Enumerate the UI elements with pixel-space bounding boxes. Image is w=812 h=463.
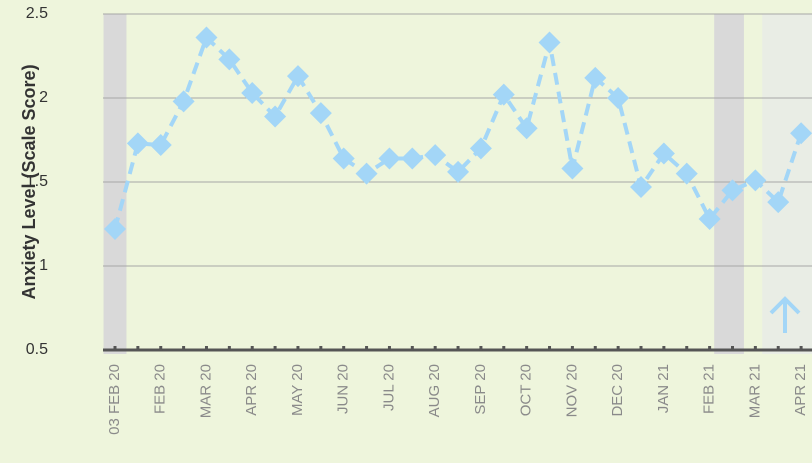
marker [698, 207, 721, 230]
x-tick-label: MAR 21 [746, 364, 763, 418]
x-tick-label: JUL 20 [380, 364, 397, 411]
marker [332, 147, 355, 170]
x-tick-label: MAR 20 [197, 364, 214, 418]
x-tick-label: SEP 20 [472, 364, 489, 415]
marker [241, 81, 264, 104]
marker [652, 142, 675, 165]
marker [492, 83, 515, 106]
x-tick-label: FEB 20 [152, 364, 169, 414]
marker [126, 132, 149, 155]
marker [675, 162, 698, 185]
marker [424, 144, 447, 167]
marker [469, 137, 492, 160]
x-tick-label: JAN 21 [655, 364, 672, 413]
x-tick-label: OCT 20 [518, 364, 535, 416]
marker [538, 31, 561, 54]
marker [790, 122, 812, 145]
arrow [769, 296, 801, 333]
x-tick-label: APR 21 [792, 364, 809, 416]
y-tick-label: 1 [39, 257, 48, 274]
y-tick-label: 0.5 [26, 341, 48, 358]
x-tick-label: JUN 20 [335, 364, 352, 414]
marker [309, 102, 332, 125]
x-tick-label: FEB 21 [701, 364, 718, 414]
marker [515, 117, 538, 140]
x-tick-label: NOV 20 [563, 364, 580, 417]
marker [286, 65, 309, 88]
x-tick-label: 03 FEB 20 [106, 364, 123, 435]
marker [561, 157, 584, 180]
x-tick-label: DEC 20 [609, 364, 626, 417]
marker [149, 134, 172, 157]
x-tick-label: AUG 20 [426, 364, 443, 417]
marker [264, 105, 287, 128]
marker [447, 160, 470, 183]
marker [630, 176, 653, 199]
marker [104, 218, 126, 241]
marker [172, 90, 195, 113]
marker [401, 147, 424, 170]
x-tick-label: MAY 20 [289, 364, 306, 416]
marker [721, 179, 744, 202]
y-tick-label: 2.5 [26, 5, 48, 22]
y-tick-label: 2 [39, 89, 48, 106]
y-axis-label: Anxiety Level (Scale Score) [19, 64, 39, 299]
y-tick-label: 1.5 [26, 173, 48, 190]
marker [607, 87, 630, 109]
marker [355, 162, 378, 185]
highlight-band [103, 14, 127, 354]
marker [767, 191, 790, 214]
highlight-band [762, 14, 812, 354]
marker [195, 26, 218, 49]
marker [218, 48, 241, 71]
marker [744, 169, 767, 192]
x-tick-label: APR 20 [243, 364, 260, 416]
marker [378, 147, 401, 170]
marker [584, 66, 607, 89]
